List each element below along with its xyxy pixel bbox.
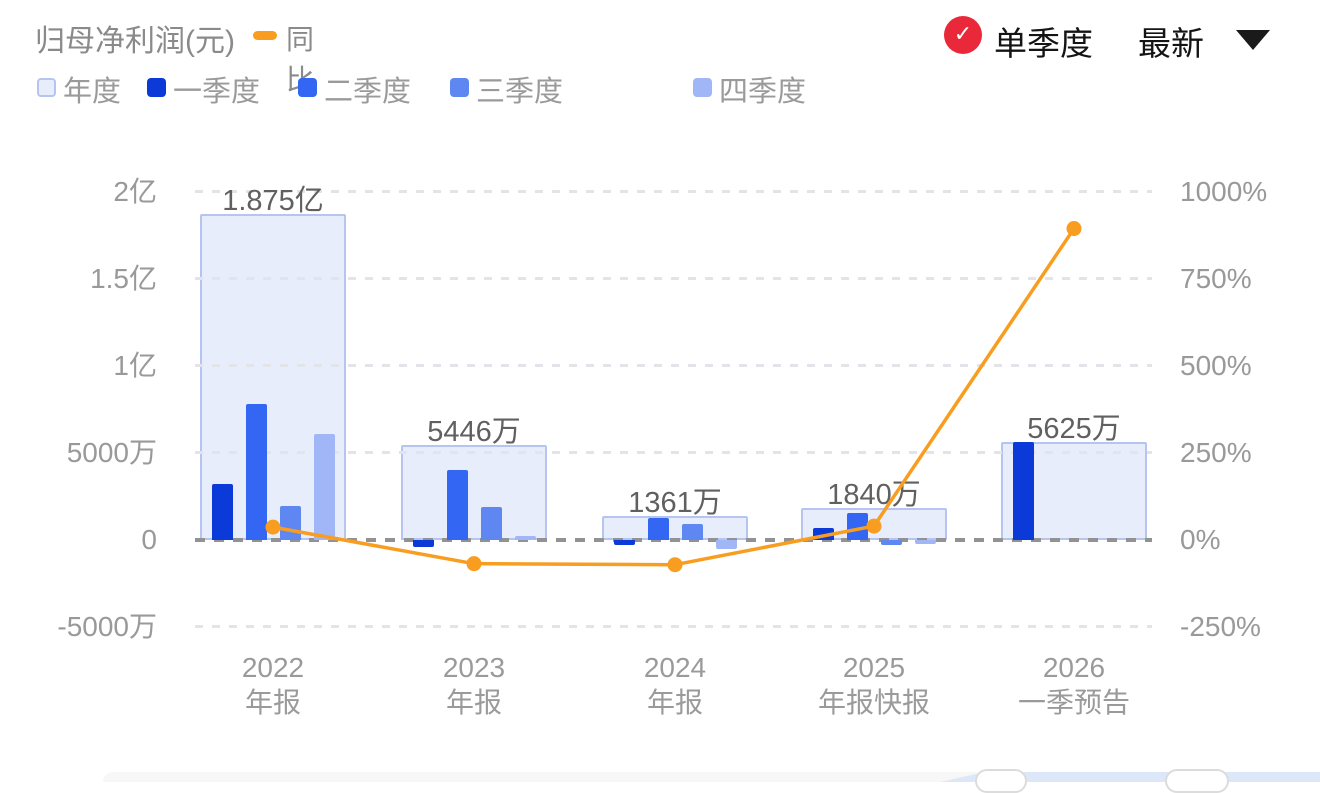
q2-bar-2023[interactable]	[446, 469, 468, 540]
q1-bar-2025[interactable]	[812, 527, 834, 540]
q4-bar-2025[interactable]	[914, 540, 936, 544]
gridline	[195, 364, 1152, 367]
gridline	[195, 190, 1152, 193]
gridline	[195, 625, 1152, 628]
x-axis-year: 2024	[643, 652, 707, 683]
x-axis-year: 2022	[241, 652, 305, 683]
annual-value-label: 5625万	[1027, 413, 1121, 446]
q1-bar-2024[interactable]	[613, 540, 635, 546]
right-axis-tick: 1000%	[1180, 176, 1268, 207]
q2-swatch-icon	[298, 78, 317, 97]
partial-button[interactable]	[1165, 769, 1229, 793]
bottom-panel-highlight	[940, 772, 1320, 782]
x-axis-label: 2023 年报	[374, 650, 574, 720]
left-axis-tick: 5000万	[66, 437, 157, 468]
x-axis-year: 2023	[442, 652, 506, 683]
x-axis-report: 一季预告	[1017, 687, 1130, 718]
yoy-point-2023[interactable]	[466, 556, 482, 572]
annual-value-label: 5446万	[427, 416, 521, 449]
x-axis-report: 年报	[244, 687, 301, 718]
x-axis-report: 年报	[646, 687, 703, 718]
annual-swatch-icon	[37, 78, 56, 97]
right-axis-tick: 500%	[1180, 350, 1252, 381]
q3-bar-2024[interactable]	[681, 524, 703, 540]
q1-bar-2022[interactable]	[211, 484, 233, 540]
right-axis-tick: 0%	[1180, 524, 1221, 555]
left-axis-tick: 1.5亿	[90, 263, 157, 294]
q1-bar-2026[interactable]	[1012, 442, 1034, 540]
q4-bar-2023[interactable]	[514, 535, 536, 540]
q1-swatch-icon	[147, 78, 166, 97]
x-axis-report: 年报快报	[817, 687, 930, 718]
bottom-panel-edge	[103, 772, 1320, 782]
left-axis-tick: 0	[141, 524, 157, 555]
yoy-line-swatch-icon	[253, 31, 277, 40]
q3-swatch-icon	[450, 78, 469, 97]
q2-bar-2025[interactable]	[846, 513, 868, 540]
x-axis-label: 2024 年报	[575, 650, 775, 720]
legend-item-label: 四季度	[719, 76, 807, 108]
annual-value-label: 1.875亿	[222, 184, 324, 217]
gridline	[195, 451, 1152, 454]
q4-swatch-icon	[693, 78, 712, 97]
annual-value-label: 1840万	[827, 478, 921, 511]
q2-bar-2024[interactable]	[647, 518, 669, 540]
annual-bar-2023[interactable]	[401, 445, 547, 540]
legend-item-label: 一季度	[173, 76, 261, 108]
x-axis-label: 2026 一季预告	[974, 650, 1174, 720]
right-axis-tick: 250%	[1180, 437, 1252, 468]
quarter-mode-toggle[interactable]: 单季度	[994, 25, 1093, 62]
yoy-point-2026[interactable]	[1066, 221, 1082, 237]
gridline	[195, 277, 1152, 280]
right-axis-tick: -250%	[1180, 611, 1261, 642]
q2-bar-2022[interactable]	[245, 404, 267, 540]
quarter-mode-check-icon[interactable]: ✓	[944, 16, 982, 54]
left-axis-tick: 1亿	[113, 350, 157, 381]
yoy-point-2024[interactable]	[667, 557, 683, 573]
q4-bar-2024[interactable]	[715, 540, 737, 549]
q1-bar-2023[interactable]	[412, 540, 434, 547]
q3-bar-2022[interactable]	[279, 506, 301, 540]
left-axis-tick: 2亿	[113, 176, 157, 207]
legend-item-label: 年度	[63, 76, 122, 108]
partial-button[interactable]	[975, 769, 1027, 793]
annual-value-label: 1361万	[628, 487, 722, 520]
x-axis-label: 2022 年报	[173, 650, 373, 720]
x-axis-label: 2025 年报快报	[774, 650, 974, 720]
latest-dropdown-label[interactable]: 最新	[1138, 25, 1204, 62]
legend-item-label: 三季度	[476, 76, 564, 108]
q3-bar-2023[interactable]	[480, 506, 502, 540]
x-axis-year: 2026	[1042, 652, 1106, 683]
zero-gridline	[195, 538, 1152, 542]
left-axis-tick: -5000万	[57, 611, 157, 642]
chart-title: 归母净利润(元)	[35, 25, 235, 58]
x-axis-report: 年报	[445, 687, 502, 718]
q3-bar-2025[interactable]	[880, 540, 902, 545]
q4-bar-2022[interactable]	[313, 433, 335, 540]
right-axis-tick: 750%	[1180, 263, 1252, 294]
x-axis-year: 2025	[842, 652, 906, 683]
legend-item-label: 二季度	[324, 76, 412, 108]
chevron-down-icon[interactable]	[1236, 30, 1270, 50]
